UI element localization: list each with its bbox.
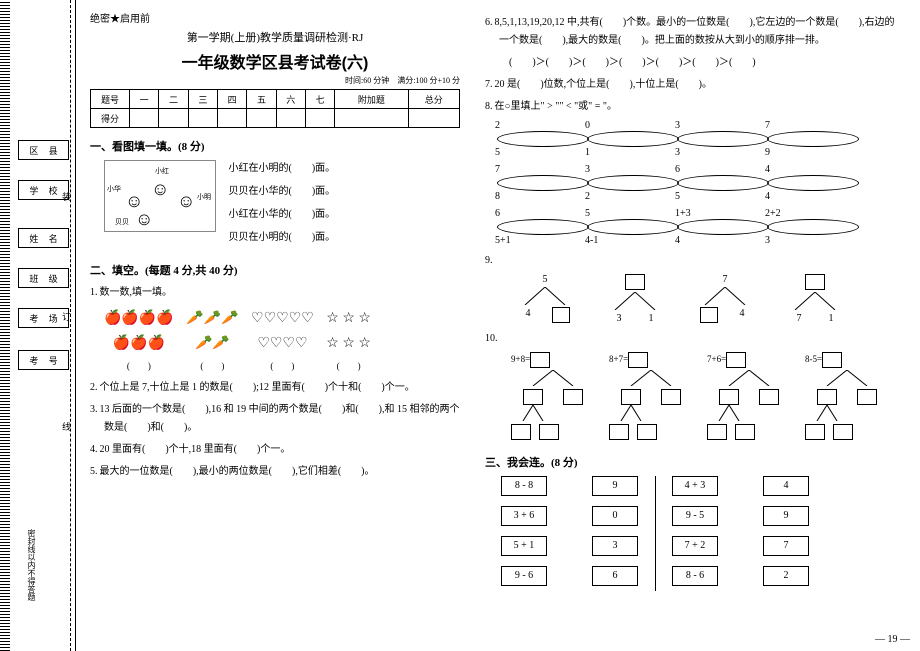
match-box: 6 bbox=[592, 566, 638, 586]
score-cell bbox=[335, 109, 408, 128]
side-box-id: 考 号 bbox=[18, 350, 69, 370]
q1-line-4: 贝贝在小明的( )面。 bbox=[229, 229, 336, 247]
left-page: 绝密★启用前 第一学期(上册)教学质量调研检测·RJ 一年级数学区县考试卷(六)… bbox=[90, 10, 460, 485]
match-box: 3 bbox=[592, 536, 638, 556]
match-box: 0 bbox=[592, 506, 638, 526]
lbl-xiaohua: 小华 bbox=[107, 183, 121, 196]
score-hdr-8: 附加题 bbox=[335, 90, 408, 109]
section-1-title: 一、看图填一填。(8 分) bbox=[90, 138, 460, 154]
score-cell bbox=[247, 109, 276, 128]
exam-timing: 时间:60 分钟 满分:100 分+10 分 bbox=[90, 75, 460, 86]
match-box: 8 - 8 bbox=[501, 476, 547, 496]
fold-mark-1: 装 bbox=[62, 190, 71, 203]
fold-line bbox=[70, 0, 71, 651]
right-page: 6.8,5,1,13,19,20,12 中,共有( )个数。最小的一位数是( )… bbox=[485, 10, 900, 596]
lbl-beibei: 贝贝 bbox=[115, 216, 129, 229]
score-cell bbox=[276, 109, 305, 128]
q1-img-row: 小红 小华 小明 贝贝 ☺ ☺ ☺ ☺ 小红在小明的( )面。 贝贝在小华的( … bbox=[104, 160, 460, 252]
q2-10-trees: 9+8=8+7=7+6=8-5= bbox=[505, 352, 900, 440]
count-carrots: 🥕🥕🥕🥕🥕( ) bbox=[186, 306, 238, 375]
seal-warning: 密封线以内不得答题 bbox=[26, 500, 37, 630]
score-hdr-1: 一 bbox=[130, 90, 159, 109]
score-hdr-3: 三 bbox=[188, 90, 217, 109]
student-icon: ☺ bbox=[135, 203, 153, 235]
match-box: 9 - 5 bbox=[672, 506, 718, 526]
side-box-county: 区 县 bbox=[18, 140, 69, 160]
score-cell bbox=[217, 109, 246, 128]
student-icon: ☺ bbox=[177, 185, 195, 217]
match-col-d: 4 9 7 2 bbox=[763, 476, 809, 596]
section-3-title: 三、我会连。(8 分) bbox=[485, 454, 900, 470]
q2-1: 1.数一数,填一填。 bbox=[104, 284, 460, 302]
match-box: 9 bbox=[763, 506, 809, 526]
score-hdr-2: 二 bbox=[159, 90, 188, 109]
match-box: 9 bbox=[592, 476, 638, 496]
secret-label: 绝密★启用前 bbox=[90, 10, 460, 25]
q1-fill-lines: 小红在小明的( )面。 贝贝在小华的( )面。 小红在小华的( )面。 贝贝在小… bbox=[229, 160, 336, 252]
match-col-c: 4 + 3 9 - 5 7 + 2 8 - 6 bbox=[672, 476, 718, 596]
student-icon: ☺ bbox=[151, 173, 169, 205]
score-hdr-0: 题号 bbox=[91, 90, 130, 109]
score-cell bbox=[159, 109, 188, 128]
page-number: — 19 — bbox=[875, 634, 910, 645]
match-box: 9 - 6 bbox=[501, 566, 547, 586]
score-table: 题号 一 二 三 四 五 六 七 附加题 总分 得分 bbox=[90, 89, 460, 128]
count-stars: ☆ ☆ ☆☆ ☆ ☆( ) bbox=[326, 306, 371, 375]
exam-title: 一年级数学区县考试卷(六) bbox=[90, 49, 460, 73]
score-cell bbox=[305, 109, 334, 128]
match-box: 3 + 6 bbox=[501, 506, 547, 526]
q2-5: 5.最大的一位数是( ),最小的两位数是( ),它们相差( )。 bbox=[104, 463, 460, 481]
side-box-class: 班 级 bbox=[18, 268, 69, 288]
q2-8: 8.在○里填上" > "" < "或" = "。 bbox=[499, 98, 900, 116]
q2-7: 7.20 是( )位数,个位上是( ),十位上是( )。 bbox=[499, 76, 900, 94]
q1-line-3: 小红在小华的( )面。 bbox=[229, 206, 336, 224]
match-box: 4 bbox=[763, 476, 809, 496]
q2-9: 9. bbox=[499, 252, 900, 270]
score-row2-label: 得分 bbox=[91, 109, 130, 128]
q2-1-pics: 🍎🍎🍎🍎🍎🍎🍎( ) 🥕🥕🥕🥕🥕( ) ♡♡♡♡♡♡♡♡♡( ) ☆ ☆ ☆☆ … bbox=[104, 306, 460, 375]
q2-6-order: ( )＞( )＞( )＞( )＞( )＞( )＞( ) bbox=[509, 54, 900, 72]
score-hdr-4: 四 bbox=[217, 90, 246, 109]
q2-10: 10. bbox=[499, 330, 900, 348]
match-box: 2 bbox=[763, 566, 809, 586]
match-box: 8 - 6 bbox=[672, 566, 718, 586]
hatch-pattern bbox=[0, 0, 10, 651]
q2-4: 4.20 里面有( )个十,18 里面有( )个一。 bbox=[104, 441, 460, 459]
q2-3: 3.13 后面的一个数是( ),16 和 19 中间的两个数是( )和( ),和… bbox=[104, 401, 460, 437]
match-box: 5 + 1 bbox=[501, 536, 547, 556]
q2-8-rows: 250133797832654465+154-11+342+23 bbox=[485, 120, 900, 246]
q2-6: 6.8,5,1,13,19,20,12 中,共有( )个数。最小的一位数是( )… bbox=[499, 14, 900, 50]
q2-9-trees: 54317471 bbox=[505, 274, 900, 326]
score-hdr-6: 六 bbox=[276, 90, 305, 109]
q2-1-text: 数一数,填一填。 bbox=[100, 287, 173, 298]
count-hearts: ♡♡♡♡♡♡♡♡♡( ) bbox=[251, 306, 314, 375]
match-divider bbox=[655, 476, 656, 591]
section-2-title: 二、填空。(每题 4 分,共 40 分) bbox=[90, 262, 460, 278]
score-cell bbox=[188, 109, 217, 128]
classroom-illustration: 小红 小华 小明 贝贝 ☺ ☺ ☺ ☺ bbox=[104, 160, 216, 232]
binding-strip: 区 县 学 校 姓 名 班 级 考 场 考 号 装 订 线 密封线以内不得答题 bbox=[0, 0, 76, 651]
q2-2: 2.个位上是 7,十位上是 1 的数是( );12 里面有( )个十和( )个一… bbox=[104, 379, 460, 397]
score-cell bbox=[130, 109, 159, 128]
fold-mark-2: 订 bbox=[62, 310, 71, 323]
lbl-xiaoming: 小明 bbox=[197, 191, 211, 204]
exam-subtitle: 第一学期(上册)教学质量调研检测·RJ bbox=[90, 29, 460, 45]
count-apples: 🍎🍎🍎🍎🍎🍎🍎( ) bbox=[104, 306, 174, 375]
side-box-name: 姓 名 bbox=[18, 228, 69, 248]
score-hdr-5: 五 bbox=[247, 90, 276, 109]
match-box: 7 bbox=[763, 536, 809, 556]
score-hdr-9: 总分 bbox=[408, 90, 459, 109]
q1-line-2: 贝贝在小华的( )面。 bbox=[229, 183, 336, 201]
score-hdr-7: 七 bbox=[305, 90, 334, 109]
match-area: 8 - 8 3 + 6 5 + 1 9 - 6 9 0 3 6 4 + 3 9 - 5 7 + … bbox=[501, 476, 900, 596]
match-box: 4 + 3 bbox=[672, 476, 718, 496]
match-box: 7 + 2 bbox=[672, 536, 718, 556]
score-cell bbox=[408, 109, 459, 128]
match-col-b: 9 0 3 6 bbox=[592, 476, 638, 596]
fold-mark-3: 线 bbox=[62, 420, 71, 433]
q1-line-1: 小红在小明的( )面。 bbox=[229, 160, 336, 178]
match-col-a: 8 - 8 3 + 6 5 + 1 9 - 6 bbox=[501, 476, 547, 596]
